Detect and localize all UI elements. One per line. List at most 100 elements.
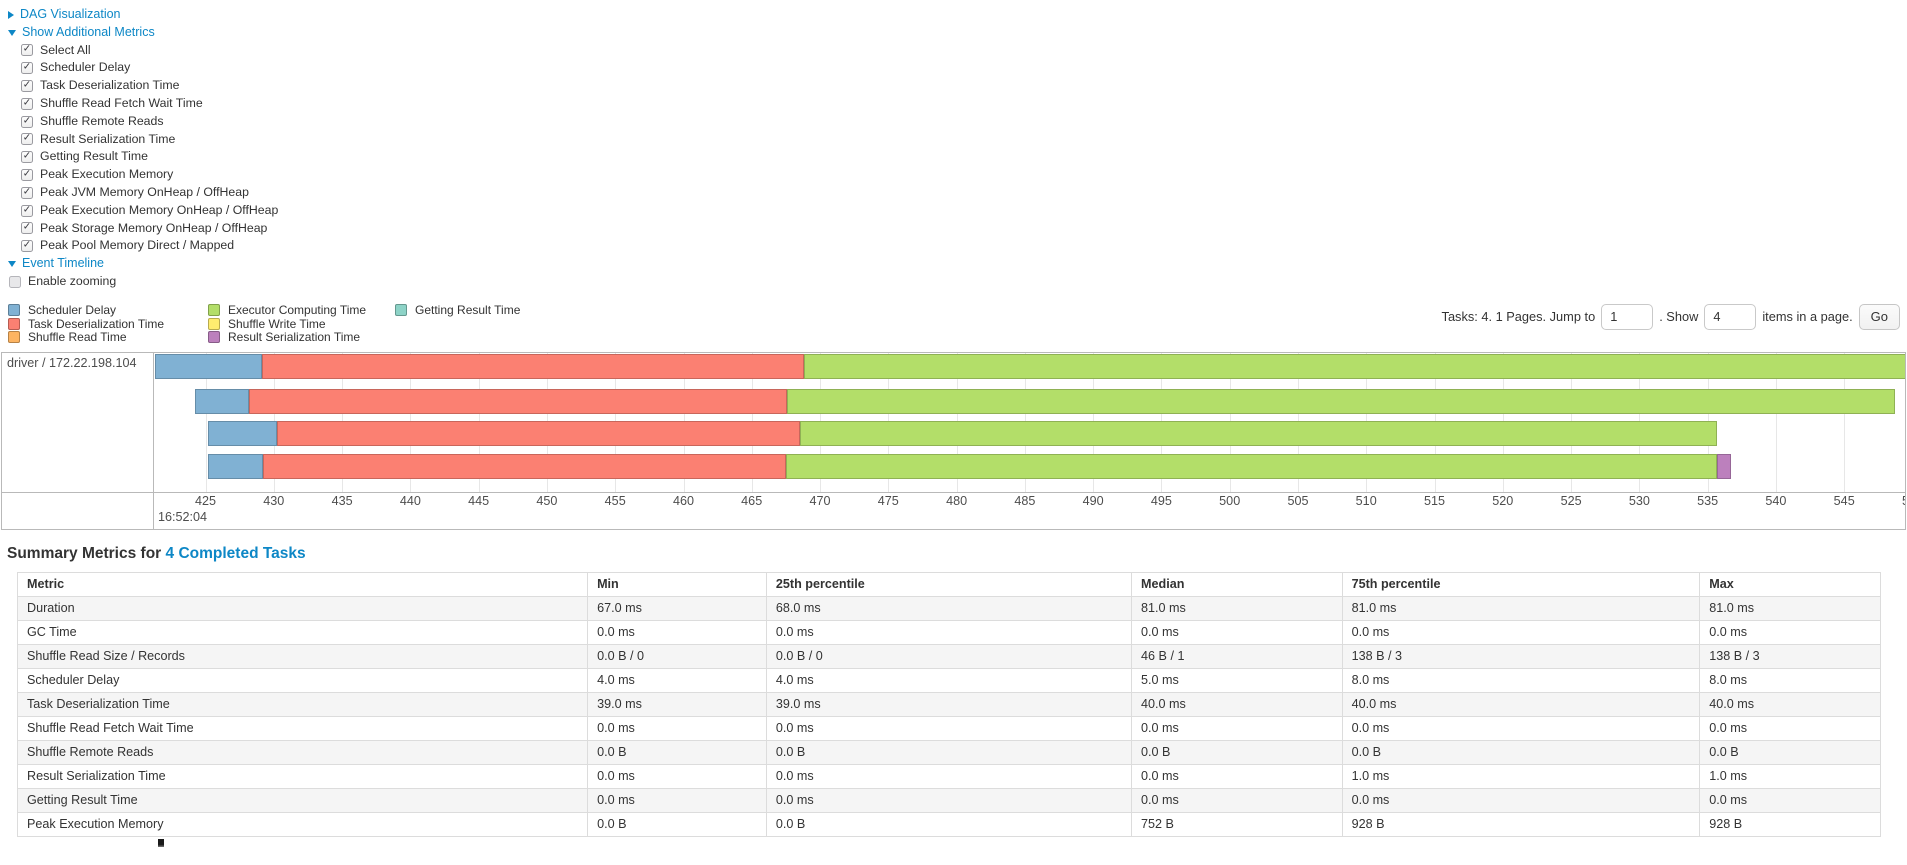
- task-bar[interactable]: [194, 388, 1895, 414]
- items-per-page-label: items in a page.: [1762, 309, 1853, 325]
- event-timeline-link[interactable]: Event Timeline: [22, 256, 104, 271]
- metric-value-cell: 8.0 ms: [1341, 667, 1701, 693]
- task-bar[interactable]: [208, 420, 1718, 446]
- metric-value-cell: 81.0 ms: [1699, 595, 1881, 621]
- mouse-cursor-artifact: [158, 839, 164, 847]
- executor-computing-segment: [785, 453, 1718, 479]
- task-deserialization-segment: [261, 353, 804, 379]
- axis-tick-label: 535: [1697, 493, 1719, 508]
- summary-metrics-title: Summary Metrics for 4 Completed Tasks: [7, 545, 1907, 563]
- metric-checkbox[interactable]: ✓: [21, 43, 33, 57]
- show-additional-metrics-toggle[interactable]: Show Additional Metrics: [8, 24, 1907, 42]
- task-deserialization-segment: [249, 388, 788, 414]
- metric-checkbox[interactable]: ✓: [21, 204, 33, 217]
- legend-column: Scheduler Delay Task Deserialization Time…: [8, 303, 208, 344]
- metric-checkbox-label: Peak Pool Memory Direct / Mapped: [40, 238, 235, 253]
- enable-zooming-checkbox[interactable]: [9, 275, 21, 288]
- metric-value-cell: 0.0 ms: [1341, 619, 1701, 645]
- shuffle-read-swatch-icon: [8, 331, 20, 344]
- axis-tick-label: 430: [263, 493, 285, 508]
- axis-gridline: [205, 352, 207, 492]
- executor-computing-segment: [803, 353, 1905, 379]
- dag-visualization-link[interactable]: DAG Visualization: [20, 7, 121, 21]
- timeline-group-column: driver / 172.22.198.104: [2, 352, 154, 492]
- axis-tick-label: 495: [1150, 493, 1172, 508]
- axis-tick-label: 465: [741, 493, 763, 508]
- metric-checkbox-row: ✓ Peak Storage Memory OnHeap / OffHeap: [21, 220, 1907, 238]
- metric-checkbox[interactable]: ✓: [21, 239, 33, 253]
- metric-checkbox[interactable]: ✓: [21, 186, 33, 199]
- axis-tick-label: 530: [1628, 493, 1650, 508]
- metric-checkbox[interactable]: ✓: [21, 79, 33, 93]
- axis-tick-label: 540: [1765, 493, 1787, 508]
- dag-visualization-toggle[interactable]: DAG Visualization: [8, 6, 1907, 24]
- metric-value-cell: 0.0 ms: [765, 619, 1133, 645]
- timeline-plot-area[interactable]: [155, 352, 1905, 492]
- expanded-arrow-icon: [8, 29, 16, 36]
- scheduler-delay-swatch-icon: [8, 304, 20, 317]
- metric-checkbox-label: Peak Execution Memory: [40, 167, 174, 182]
- event-timeline-toggle[interactable]: Event Timeline: [8, 255, 1907, 273]
- metric-value-cell: 0.0 ms: [1699, 715, 1881, 741]
- metric-checkbox[interactable]: ✓: [21, 61, 33, 75]
- metric-checkbox[interactable]: ✓: [21, 221, 33, 235]
- metric-checkbox-row: ✓ Shuffle Read Fetch Wait Time: [21, 95, 1907, 113]
- metric-checkbox[interactable]: ✓: [21, 132, 33, 146]
- metric-value-cell: 81.0 ms: [1131, 595, 1343, 621]
- metric-checkbox-label: Shuffle Remote Reads: [40, 113, 164, 128]
- axis-tick-label: 490: [1082, 493, 1104, 508]
- axis-tick-label: 505: [1287, 493, 1309, 508]
- metric-checkbox[interactable]: ✓: [21, 168, 33, 182]
- axis-tick-label: 500: [1219, 493, 1241, 508]
- axis-tick-label: 520: [1492, 493, 1514, 508]
- column-header: Max: [1699, 571, 1881, 597]
- metric-name-cell: Getting Result Time: [16, 787, 589, 813]
- metric-value-cell: 0.0 B: [1699, 739, 1881, 765]
- column-header: Min: [587, 571, 767, 597]
- metric-value-cell: 4.0 ms: [765, 667, 1133, 693]
- metric-checkbox-row: ✓ Scheduler Delay: [21, 59, 1907, 77]
- table-row: Shuffle Remote Reads 0.0 B 0.0 B 0.0 B 0.0 B…: [16, 739, 1881, 765]
- metric-value-cell: 8.0 ms: [1699, 667, 1881, 693]
- metric-value-cell: 138 B / 3: [1699, 643, 1881, 669]
- legend-item: Task Deserialization Time: [8, 317, 208, 331]
- axis-tick-label: 525: [1560, 493, 1582, 508]
- metric-checkbox[interactable]: ✓: [21, 150, 33, 164]
- axis-tick-label: 455: [604, 493, 626, 508]
- legend-label: Shuffle Write Time: [228, 316, 326, 331]
- executor-computing-swatch-icon: [208, 304, 220, 317]
- event-timeline-chart[interactable]: driver / 172.22.198.104 16:52:04 425 430 4…: [1, 351, 1906, 530]
- legend-item: Shuffle Write Time: [208, 316, 395, 331]
- metric-value-cell: 0.0 ms: [1131, 787, 1343, 813]
- task-bar[interactable]: [155, 353, 1905, 379]
- summary-table-header-row: Metric Min 25th percentile Median 75th perce…: [16, 571, 1881, 597]
- metric-checkbox-label: Peak Storage Memory OnHeap / OffHeap: [40, 220, 268, 235]
- legend-label: Scheduler Delay: [28, 303, 117, 318]
- metric-value-cell: 0.0 ms: [1341, 715, 1701, 741]
- legend-label: Result Serialization Time: [228, 330, 361, 345]
- metric-checkbox-row: ✓ Shuffle Remote Reads: [21, 113, 1907, 131]
- metric-checkbox-label: Scheduler Delay: [40, 60, 131, 75]
- jump-to-page-input[interactable]: [1601, 303, 1654, 330]
- axis-tick-label: 545: [1833, 493, 1855, 508]
- metric-value-cell: 81.0 ms: [1341, 595, 1701, 621]
- task-bar[interactable]: [208, 453, 1731, 479]
- table-row: Task Deserialization Time 39.0 ms 39.0 ms 4…: [16, 691, 1881, 717]
- metric-value-cell: 0.0 B: [1341, 739, 1701, 765]
- metric-name-cell: GC Time: [16, 619, 589, 645]
- axis-tick-label: 475: [877, 493, 899, 508]
- items-per-page-input[interactable]: [1704, 303, 1757, 330]
- metric-checkbox-row: ✓ Peak Execution Memory: [21, 166, 1907, 184]
- metric-value-cell: 0.0 B: [587, 739, 767, 765]
- table-row: Scheduler Delay 4.0 ms 4.0 ms 5.0 ms 8.0 ms 8…: [16, 667, 1881, 693]
- metric-checkbox[interactable]: ✓: [21, 97, 33, 110]
- metric-checkbox[interactable]: ✓: [21, 115, 33, 128]
- show-additional-metrics-link[interactable]: Show Additional Metrics: [22, 24, 155, 39]
- metric-value-cell: 0.0 ms: [587, 763, 767, 789]
- go-button[interactable]: Go: [1858, 303, 1900, 330]
- metric-value-cell: 39.0 ms: [765, 691, 1133, 717]
- axis-tick-label: 425: [194, 493, 217, 508]
- table-row: Duration 67.0 ms 68.0 ms 81.0 ms 81.0 ms 81.0…: [16, 595, 1881, 621]
- axis-tick-label: 470: [809, 493, 831, 508]
- completed-tasks-link[interactable]: 4 Completed Tasks: [165, 544, 306, 562]
